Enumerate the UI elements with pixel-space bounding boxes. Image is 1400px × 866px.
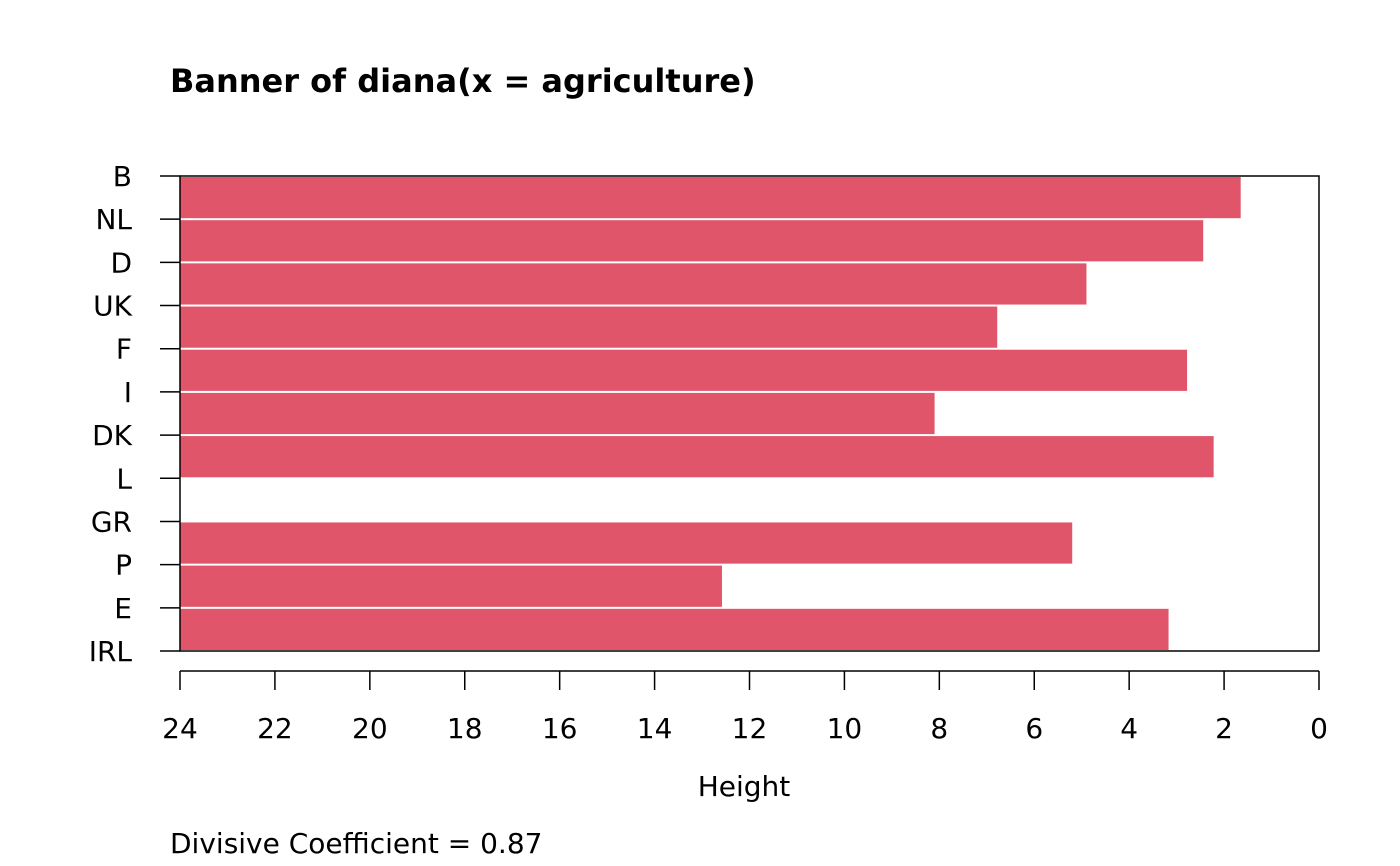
x-axis: 24 22 20 18 16 14 12 10 8 6 4 2 0	[162, 670, 1328, 745]
y-tick-label-e: E	[114, 592, 132, 625]
y-tick-label-uk: UK	[93, 290, 132, 323]
y-tick-label-irl: IRL	[89, 635, 133, 668]
y-tick-label-gr: GR	[91, 505, 132, 538]
y-tick-label-nl: NL	[95, 203, 132, 236]
x-tick-label: 22	[257, 712, 293, 745]
x-axis-label: Height	[698, 770, 791, 803]
y-tick-label-dk: DK	[92, 419, 133, 452]
x-tick-label: 18	[447, 712, 483, 745]
banner-bars	[180, 177, 1241, 650]
bar-dk-l	[180, 436, 1214, 478]
y-tick-label-l: L	[116, 462, 132, 495]
x-tick-label: 16	[542, 712, 578, 745]
x-tick-label: 0	[1310, 712, 1328, 745]
x-tick-label: 20	[352, 712, 388, 745]
y-tick-label-f: F	[116, 333, 132, 366]
bar-p-e	[180, 565, 722, 607]
y-tick-label-p: P	[115, 549, 132, 582]
bar-nl-d	[180, 220, 1204, 262]
chart-title: Banner of diana(x = agriculture)	[170, 62, 756, 100]
x-tick-label: 2	[1215, 712, 1233, 745]
x-tick-label: 8	[930, 712, 948, 745]
plot-frame	[179, 175, 1320, 652]
x-tick-label: 24	[162, 712, 198, 745]
y-axis: B NL D UK FI DK L GR PE IRL	[89, 160, 180, 668]
bar-i-dk	[180, 392, 935, 435]
bar-gr-p	[180, 522, 1073, 564]
bar-b-nl	[180, 177, 1241, 219]
x-tick-label: 14	[637, 712, 673, 745]
x-tick-label: 4	[1120, 712, 1138, 745]
bar-e-irl	[180, 608, 1169, 650]
divisive-coefficient: Divisive Coefficient = 0.87	[170, 827, 542, 860]
y-tick-label-d: D	[110, 246, 132, 279]
x-tick-label: 10	[827, 712, 863, 745]
bar-d-uk	[180, 263, 1087, 305]
bar-uk-f	[180, 306, 998, 348]
x-tick-label: 6	[1025, 712, 1043, 745]
x-tick-label: 12	[732, 712, 768, 745]
bar-f-i	[180, 349, 1188, 391]
y-tick-label-b: B	[113, 160, 132, 193]
y-tick-label-i: I	[124, 376, 132, 409]
